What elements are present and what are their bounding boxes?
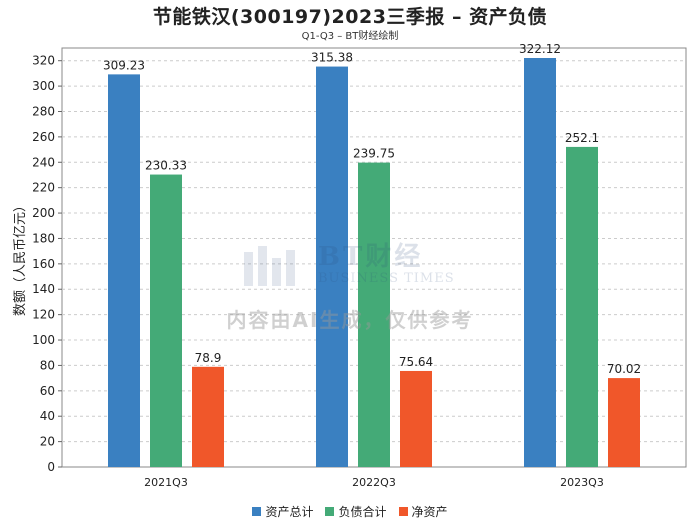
y-tick-label: 160 [32,257,55,271]
bar [108,74,140,467]
legend-swatch [325,507,335,516]
y-tick-label: 80 [40,358,55,372]
bar [358,162,390,467]
y-tick-label: 180 [32,231,55,245]
y-tick-label: 60 [40,384,55,398]
y-tick-label: 20 [40,435,55,449]
watermark-brand-name: BT财经 [318,242,424,272]
legend: 资产总计 负债合计 净资产 [0,503,700,520]
x-tick-label: 2022Q3 [352,476,396,489]
data-label: 70.02 [607,362,641,376]
data-label: 252.1 [565,131,599,145]
x-tick-label: 2021Q3 [144,476,188,489]
legend-label: 净资产 [411,505,448,519]
data-label: 239.75 [353,147,395,161]
data-label: 309.23 [103,58,145,72]
y-tick-label: 0 [47,460,55,474]
bar [316,66,348,467]
y-tick-label: 120 [32,308,55,322]
y-tick-label: 40 [40,409,55,423]
legend-label: 资产总计 [265,505,314,519]
y-tick-label: 100 [32,333,55,347]
watermark-brand-subtext: BUSINESS TIMES [318,271,455,286]
watermark-ai-notice: 内容由AI生成，仅供参考 [226,308,474,332]
y-tick-label: 260 [32,130,55,144]
y-tick-label: 220 [32,181,55,195]
x-tick-label: 2023Q3 [560,476,604,489]
data-label: 315.38 [311,51,353,65]
data-label: 322.12 [519,42,561,56]
y-tick-label: 200 [32,206,55,220]
legend-swatch [398,507,408,516]
bar [608,378,640,467]
legend-label: 负债合计 [338,505,387,519]
y-tick-label: 320 [32,54,55,68]
legend-swatch [252,507,262,516]
bar [400,370,432,467]
chart-subtitle: Q1-Q3 – BT财经绘制 [301,31,399,42]
y-tick-label: 140 [32,282,55,296]
bar [192,366,224,467]
y-tick-label: 300 [32,79,55,93]
data-label: 78.9 [195,351,222,365]
legend-item: 负债合计 [325,503,387,520]
bar [150,174,182,467]
data-label: 230.33 [145,159,187,173]
data-label: 75.64 [399,355,433,369]
legend-item: 资产总计 [252,503,313,520]
chart-title: 节能铁汉(300197)2023三季报 – 资产负债 [152,6,548,28]
y-axis-label: 数额（人民币亿元） [13,199,28,316]
bar [566,146,598,467]
legend-item: 净资产 [398,503,448,520]
watermark-logo-icon [244,246,295,286]
y-tick-label: 240 [32,155,55,169]
bar [524,58,556,467]
y-tick-label: 280 [32,104,55,118]
watermark-brand: BT财经 BUSINESS TIMES [318,236,455,286]
